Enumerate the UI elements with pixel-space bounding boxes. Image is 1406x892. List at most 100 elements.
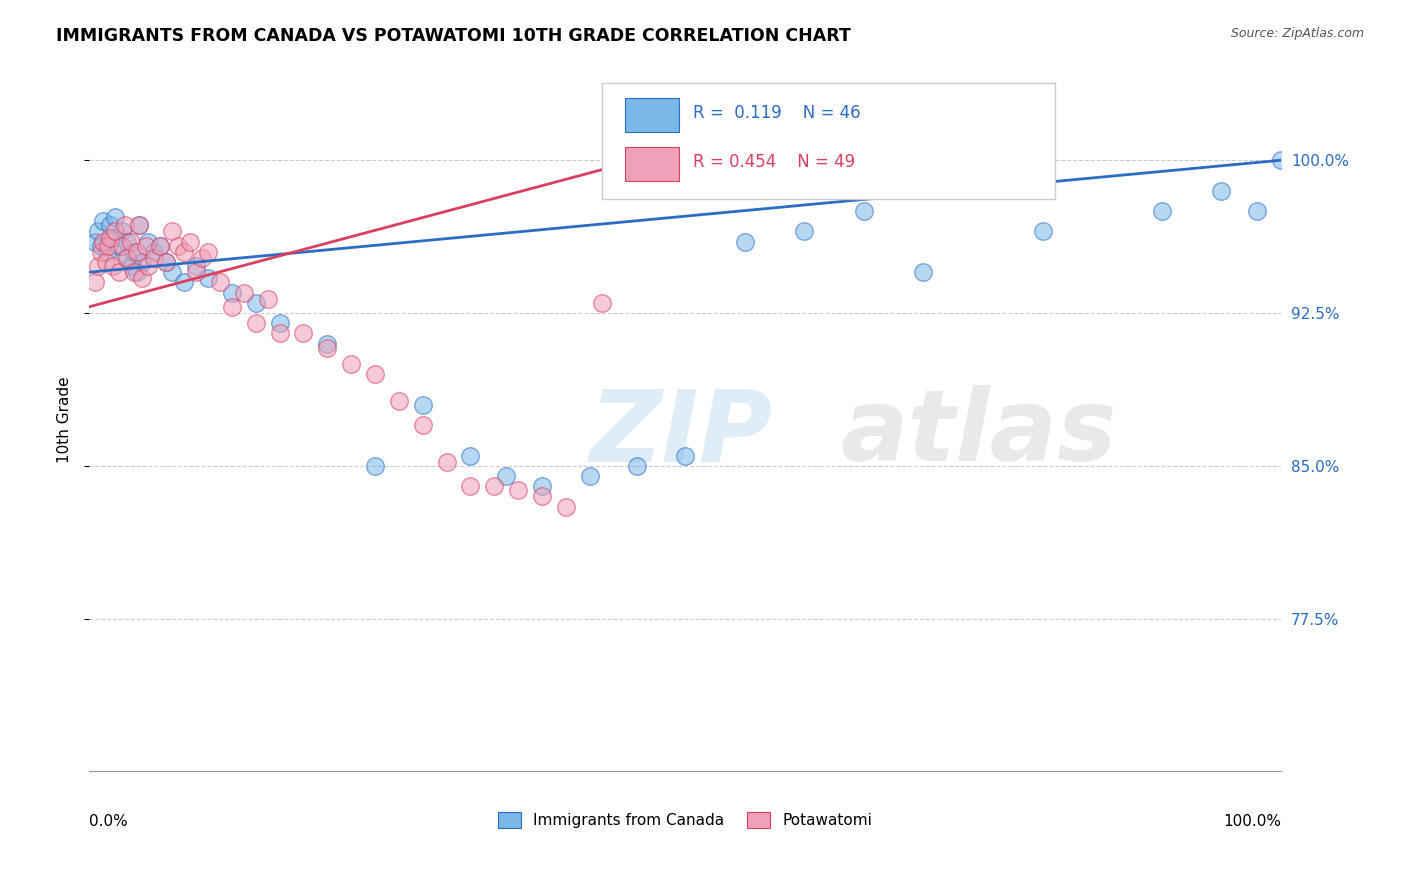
Point [173,276,195,290]
Point [530,489,553,503]
Point [912,265,935,279]
Point [506,483,529,498]
Point [97,239,120,253]
Legend: Immigrants from Canada, Potawatomi: Immigrants from Canada, Potawatomi [492,805,879,834]
Point [104,225,127,239]
Point [191,251,214,265]
Point [122,265,145,279]
Point [221,285,243,300]
Point [364,458,387,473]
Point [626,458,648,473]
Point [128,219,150,233]
Point [208,276,231,290]
Point [138,259,160,273]
Point [91,214,114,228]
Point [173,244,195,259]
Point [793,225,815,239]
Point [530,479,553,493]
Point [167,239,190,253]
Point [412,398,434,412]
Point [221,300,243,314]
Point [111,225,134,239]
Point [87,225,110,239]
Point [460,449,482,463]
Point [143,251,166,265]
Point [149,239,172,253]
Point [114,251,136,265]
Text: 0.0%: 0.0% [89,814,128,829]
Point [179,235,201,249]
Point [83,235,105,249]
Point [186,259,208,273]
Text: R =  0.119    N = 46: R = 0.119 N = 46 [693,103,860,122]
Point [316,336,339,351]
Point [852,204,875,219]
Point [111,239,134,253]
Point [155,255,177,269]
Point [1211,184,1233,198]
Point [484,479,506,493]
Point [197,244,219,259]
Point [1032,225,1054,239]
Text: Source: ZipAtlas.com: Source: ZipAtlas.com [1230,27,1364,40]
Point [554,500,576,514]
Point [1246,204,1268,219]
Text: atlas: atlas [839,385,1116,483]
Point [388,393,411,408]
Text: R = 0.454    N = 49: R = 0.454 N = 49 [693,153,855,171]
Text: 100.0%: 100.0% [1223,814,1281,829]
Y-axis label: 10th Grade: 10th Grade [58,376,72,463]
Point [120,235,142,249]
Point [245,316,267,330]
Point [162,265,184,279]
FancyBboxPatch shape [602,83,1054,199]
Point [256,292,278,306]
FancyBboxPatch shape [626,98,679,132]
Point [245,295,267,310]
Point [101,230,124,244]
Point [1150,204,1173,219]
Point [101,259,124,273]
Point [98,230,121,244]
Point [90,244,112,259]
Point [87,259,110,273]
Point [460,479,482,493]
Point [186,265,208,279]
Point [128,219,150,233]
Point [162,225,184,239]
Point [104,211,127,225]
Point [197,271,219,285]
Point [125,244,148,259]
Point [269,326,291,341]
Point [131,271,153,285]
Point [125,265,148,279]
Text: IMMIGRANTS FROM CANADA VS POTAWATOMI 10TH GRADE CORRELATION CHART: IMMIGRANTS FROM CANADA VS POTAWATOMI 10T… [56,27,851,45]
Point [364,367,387,381]
Point [340,357,363,371]
Point [91,235,114,249]
Point [107,265,129,279]
Point [122,244,145,259]
Point [578,469,600,483]
Point [149,239,172,253]
Point [292,326,315,341]
Point [83,276,105,290]
Text: ZIP: ZIP [589,385,772,483]
Point [591,295,613,310]
Point [115,235,138,249]
Point [98,219,121,233]
Point [269,316,291,330]
Point [143,244,166,259]
Point [114,219,136,233]
Point [436,455,458,469]
Point [94,255,117,269]
Point [232,285,254,300]
Point [90,239,112,253]
Point [96,244,118,259]
Point [155,255,177,269]
Point [1270,153,1292,168]
Point [131,255,153,269]
Point [734,235,756,249]
Point [138,235,160,249]
Point [412,417,434,432]
